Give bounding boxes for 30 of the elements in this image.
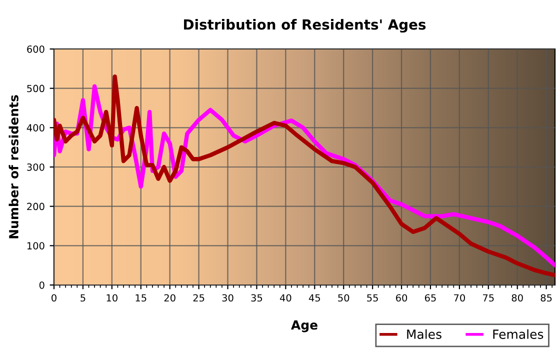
x-tick-label: 75 (483, 294, 494, 302)
y-tick-label: 0 (39, 281, 44, 289)
x-tick-label: 10 (106, 294, 118, 302)
y-tick-label: 200 (27, 202, 44, 210)
y-tick-label: 500 (27, 84, 44, 92)
x-tick-label: 20 (164, 294, 176, 302)
chart-title: Distribution of Residents' Ages (184, 19, 426, 33)
y-tick-label: 600 (27, 45, 44, 53)
x-tick-label: 40 (280, 294, 292, 302)
y-tick-label: 300 (27, 163, 44, 171)
legend-label: Males (407, 329, 442, 339)
x-tick-label: 30 (222, 294, 234, 302)
x-tick-label: 25 (193, 294, 204, 302)
legend-label: Females (493, 329, 544, 339)
y-axis-title: Number of residents (8, 95, 18, 238)
x-tick-label: 0 (52, 294, 56, 302)
y-tick-label: 100 (27, 242, 44, 250)
x-tick-label: 60 (396, 294, 408, 302)
y-tick-label: 400 (26, 124, 44, 132)
x-tick-label: 15 (136, 294, 146, 302)
x-tick-label: 85 (540, 294, 552, 302)
x-tick-label: 50 (338, 294, 350, 302)
x-tick-label: 65 (424, 294, 436, 302)
x-tick-label: 55 (367, 294, 378, 302)
x-axis-title: Age (291, 320, 318, 332)
x-tick-label: 35 (251, 294, 262, 302)
x-tick-label: 45 (308, 294, 320, 302)
x-tick-label: 80 (512, 294, 523, 302)
x-tick-label: 70 (454, 294, 465, 302)
x-tick-label: 5 (80, 294, 86, 302)
